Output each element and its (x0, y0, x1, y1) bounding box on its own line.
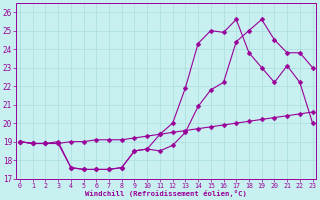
X-axis label: Windchill (Refroidissement éolien,°C): Windchill (Refroidissement éolien,°C) (85, 190, 247, 197)
